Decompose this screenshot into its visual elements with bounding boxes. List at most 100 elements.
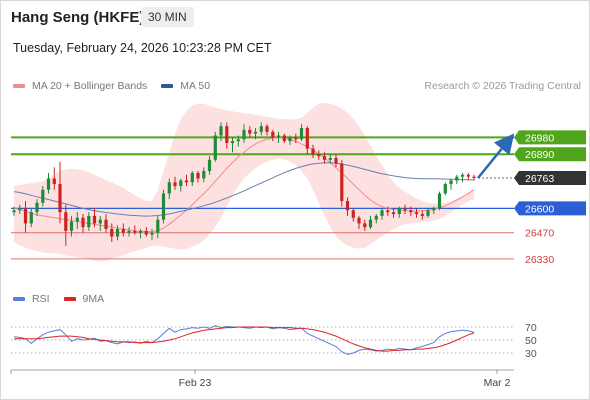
- candle-body: [58, 184, 62, 213]
- candle: [41, 186, 45, 207]
- level-tag-26600: [514, 201, 586, 216]
- candle: [328, 154, 332, 164]
- candle-body: [472, 176, 476, 178]
- candle: [265, 124, 269, 136]
- candle-body: [391, 212, 396, 215]
- candle: [179, 178, 183, 192]
- candle: [18, 204, 22, 214]
- candlesticks: [12, 122, 476, 246]
- legend-swatch-ma50: [161, 84, 174, 88]
- candle-body: [397, 208, 401, 214]
- candle: [317, 150, 321, 160]
- candle: [363, 219, 367, 231]
- candle: [58, 161, 62, 224]
- candle-body: [12, 210, 16, 213]
- candle: [167, 178, 171, 200]
- research-credit: Research © 2026 Trading Central: [424, 80, 581, 92]
- candle-body: [363, 223, 367, 228]
- timeframe-badge[interactable]: 30 MIN: [141, 7, 194, 27]
- candle: [52, 167, 56, 190]
- candle: [271, 129, 275, 142]
- level-label-26330: 26330: [525, 254, 554, 266]
- x-axis: Feb 23 Mar 2: [10, 369, 514, 389]
- candle: [150, 229, 154, 241]
- candle: [380, 208, 384, 220]
- candle-body: [230, 141, 235, 143]
- candle: [351, 208, 355, 222]
- candle: [121, 223, 125, 237]
- candle-body: [305, 128, 309, 149]
- candle-body: [455, 176, 459, 181]
- rsi-9ma-line: [14, 326, 475, 352]
- candle-body: [276, 135, 281, 138]
- candle: [443, 182, 447, 196]
- candle: [409, 206, 413, 216]
- forecast-arrow: [477, 133, 515, 179]
- candle: [248, 126, 252, 138]
- candle-body: [92, 215, 97, 224]
- candle: [397, 206, 401, 218]
- candle: [345, 197, 350, 216]
- candle-body: [184, 180, 189, 183]
- candle: [253, 128, 258, 140]
- candle: [374, 214, 378, 224]
- level-tag-26890: [514, 147, 586, 162]
- candle: [213, 131, 217, 162]
- candle-body: [121, 229, 125, 233]
- legend-label-ma50: MA 50: [180, 80, 211, 92]
- candle-body: [87, 215, 91, 228]
- candle-body: [242, 129, 246, 140]
- candle: [282, 133, 286, 143]
- candle: [75, 212, 79, 229]
- candle-body: [403, 208, 407, 211]
- candle-body: [259, 126, 263, 132]
- candle: [127, 227, 131, 237]
- level-label-26890: 26890: [525, 149, 554, 161]
- candle: [64, 204, 68, 246]
- candle: [230, 137, 235, 153]
- candle-body: [179, 180, 183, 186]
- candle: [207, 156, 212, 175]
- candle: [311, 144, 315, 158]
- level-label-26600: 26600: [525, 203, 554, 215]
- candle-body: [351, 210, 355, 218]
- candle: [138, 229, 143, 239]
- candle: [173, 176, 177, 190]
- candle-body: [432, 208, 436, 211]
- candle: [455, 174, 459, 185]
- candle-body: [236, 139, 240, 142]
- candle-body: [311, 148, 315, 155]
- candle: [460, 172, 465, 183]
- candle-body: [75, 217, 79, 222]
- candle: [420, 210, 424, 220]
- candle: [288, 135, 292, 145]
- candle: [466, 172, 470, 181]
- candle-body: [345, 201, 350, 211]
- candle: [156, 215, 160, 239]
- candle-body: [150, 232, 154, 235]
- candle-body: [46, 178, 51, 190]
- candle-body: [420, 214, 424, 216]
- candle-body: [202, 171, 206, 179]
- candle-body: [299, 128, 304, 140]
- candle-body: [460, 174, 465, 177]
- candle: [23, 201, 28, 233]
- candle-body: [340, 163, 344, 201]
- candle-body: [104, 219, 108, 229]
- candle: [294, 133, 298, 143]
- candle: [219, 122, 223, 142]
- candle-body: [69, 221, 74, 231]
- candle: [437, 191, 442, 211]
- rsi-tick-label-50: 50: [525, 335, 537, 347]
- level-label-26470: 26470: [525, 228, 554, 240]
- candle-body: [190, 172, 194, 183]
- candle: [12, 206, 16, 216]
- candle: [69, 215, 74, 237]
- candle: [98, 215, 102, 231]
- legend-swatch-rsi: [13, 297, 25, 301]
- candle: [104, 214, 108, 233]
- candle-body: [127, 230, 131, 233]
- candle-body: [213, 135, 217, 160]
